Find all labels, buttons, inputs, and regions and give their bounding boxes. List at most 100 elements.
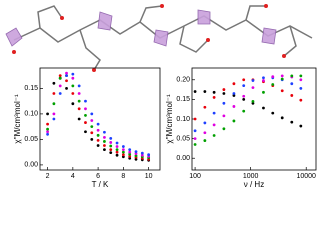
data-point	[128, 148, 132, 152]
data-point	[232, 92, 236, 95]
x-tick-label: 1000	[243, 173, 259, 180]
octahedron	[153, 29, 169, 47]
data-point	[140, 153, 144, 157]
data-point	[232, 105, 236, 108]
data-point	[299, 74, 303, 78]
data-point	[212, 96, 216, 99]
data-point	[134, 152, 138, 156]
ring	[179, 25, 209, 53]
data-point	[77, 117, 81, 121]
data-point	[212, 90, 216, 94]
oxygen-atom	[160, 4, 164, 8]
data-point	[46, 122, 49, 126]
data-point	[299, 87, 303, 90]
data-point	[140, 151, 144, 155]
data-point	[203, 139, 207, 142]
ring	[283, 25, 297, 57]
x-tick-label: 2	[46, 173, 50, 180]
data-point	[203, 131, 207, 135]
data-point	[193, 129, 197, 133]
data-point	[262, 90, 265, 94]
y-tick-label: 0.00	[24, 162, 38, 169]
data-point	[109, 151, 113, 155]
data-point	[251, 79, 255, 82]
data-point	[232, 94, 236, 97]
data-point	[77, 107, 81, 111]
data-point	[128, 152, 132, 156]
x-axis-label: T / K	[92, 180, 109, 189]
octahedron	[261, 27, 277, 45]
data-point	[134, 150, 138, 154]
data-point	[84, 130, 87, 134]
data-point	[280, 116, 284, 120]
data-point	[58, 74, 62, 78]
oxygen-atom	[282, 54, 286, 58]
metal-octahedra	[5, 9, 277, 47]
x-tick-label: 100	[189, 173, 201, 180]
data-point	[58, 92, 62, 95]
data-point	[242, 78, 246, 82]
data-point	[115, 150, 119, 154]
data-point	[103, 140, 106, 143]
ring	[245, 5, 266, 21]
data-point	[71, 76, 75, 80]
data-point	[134, 157, 138, 161]
y-tick-label: 0.10	[176, 116, 190, 123]
data-point	[121, 153, 125, 157]
data-point	[84, 99, 87, 103]
data-point	[115, 153, 119, 157]
data-point	[121, 148, 125, 152]
data-point	[262, 76, 265, 80]
data-point	[90, 119, 94, 122]
data-point	[290, 74, 294, 78]
oxygen-atom	[60, 16, 64, 20]
y-axis-label: χ''M/cm³mol⁻¹	[13, 94, 22, 144]
data-point	[52, 112, 56, 116]
data-point	[271, 111, 275, 115]
data-point	[262, 106, 265, 110]
data-point	[299, 124, 303, 128]
plot-frame	[39, 67, 161, 171]
data-point	[96, 139, 100, 142]
data-point	[90, 112, 94, 116]
oxygen-atom	[206, 38, 210, 42]
data-point	[115, 141, 119, 145]
data-point	[262, 79, 265, 82]
data-point	[52, 92, 56, 95]
data-point	[90, 125, 94, 129]
octahedron	[5, 27, 23, 47]
data-point	[280, 74, 284, 78]
y-tick-label: 0.00	[176, 155, 190, 162]
data-point	[77, 84, 81, 88]
plot-frame	[191, 67, 317, 171]
data-point	[212, 123, 216, 127]
data-point	[242, 94, 246, 98]
oxygen-atom	[264, 4, 268, 8]
data-point	[77, 99, 81, 103]
data-point	[58, 76, 62, 80]
data-point	[103, 148, 106, 152]
x-tick-label: 10	[145, 173, 153, 180]
data-point	[232, 119, 236, 123]
data-point	[77, 92, 81, 95]
data-point	[46, 127, 49, 131]
atoms	[12, 4, 286, 72]
data-point	[58, 84, 62, 88]
data-point	[90, 131, 94, 135]
data-point	[109, 141, 113, 144]
data-point	[242, 109, 246, 113]
data-point	[109, 144, 113, 148]
data-point	[193, 137, 197, 141]
data-point	[222, 101, 226, 105]
data-point	[242, 97, 246, 101]
data-point	[65, 79, 68, 83]
data-point	[212, 134, 216, 137]
data-point	[193, 117, 197, 121]
data-point	[212, 111, 216, 115]
data-point	[299, 78, 303, 82]
ring	[139, 5, 163, 23]
data-point	[84, 107, 87, 111]
data-point	[115, 145, 119, 148]
y-tick-label: 0.20	[176, 77, 190, 84]
data-point	[222, 114, 226, 118]
